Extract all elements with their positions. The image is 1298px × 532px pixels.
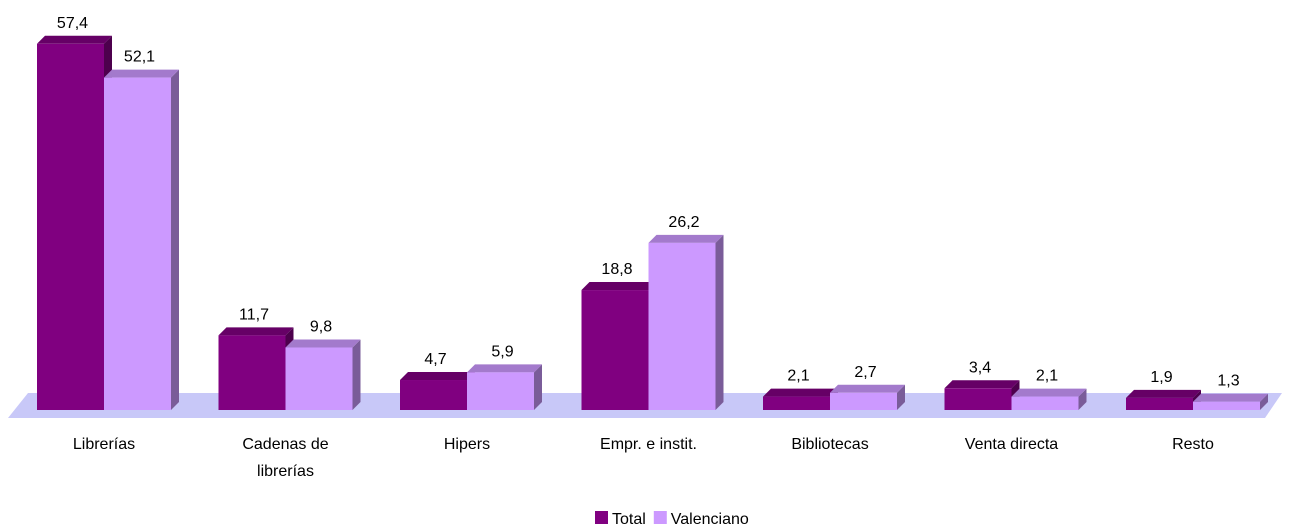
bar-top bbox=[37, 35, 112, 44]
bar bbox=[467, 372, 534, 410]
data-label: 4,7 bbox=[424, 351, 446, 368]
bar bbox=[400, 380, 467, 410]
bar bbox=[285, 347, 353, 410]
data-label: 2,1 bbox=[787, 368, 809, 385]
bar bbox=[648, 242, 716, 410]
data-label: 11,7 bbox=[239, 306, 269, 323]
bar-top bbox=[1126, 389, 1201, 398]
bar-top bbox=[104, 69, 179, 78]
bar bbox=[944, 388, 1012, 410]
bar-top bbox=[1193, 393, 1268, 402]
legend-label: Total bbox=[612, 511, 646, 528]
x-tick-label: Bibliotecas bbox=[791, 436, 869, 453]
bar bbox=[104, 77, 171, 411]
bar bbox=[581, 290, 649, 410]
x-tick-label: Resto bbox=[1172, 436, 1214, 453]
bar-side bbox=[534, 364, 542, 410]
data-label: 52,1 bbox=[124, 49, 155, 66]
bar bbox=[763, 396, 830, 410]
x-tick-label: Venta directa bbox=[964, 436, 1059, 453]
bar-top bbox=[944, 380, 1020, 389]
bar-side bbox=[1078, 388, 1087, 410]
data-label: 5,9 bbox=[491, 343, 513, 360]
bar-side bbox=[1260, 393, 1268, 410]
data-label: 26,2 bbox=[668, 214, 699, 231]
x-tick-label: Cadenas de librerías bbox=[242, 436, 329, 480]
bar-side bbox=[352, 339, 361, 410]
legend-label: Valenciano bbox=[671, 511, 749, 528]
bar bbox=[218, 335, 286, 410]
legend-swatch bbox=[653, 511, 667, 524]
bar bbox=[1011, 396, 1079, 410]
data-label: 2,7 bbox=[854, 364, 876, 381]
bar-top bbox=[581, 282, 657, 291]
bar-top bbox=[285, 339, 361, 348]
bar-top bbox=[648, 234, 724, 243]
data-label: 2,1 bbox=[1036, 368, 1058, 385]
bar bbox=[37, 43, 104, 411]
bar-top bbox=[830, 384, 905, 393]
bar bbox=[830, 392, 897, 410]
data-label: 18,8 bbox=[601, 261, 632, 278]
data-label: 57,4 bbox=[57, 15, 88, 32]
bar-side bbox=[715, 234, 724, 410]
data-label: 3,4 bbox=[969, 359, 991, 376]
data-label: 1,3 bbox=[1217, 373, 1239, 390]
bar-side bbox=[171, 69, 179, 411]
bar bbox=[1126, 397, 1193, 410]
x-tick-label: Librerías bbox=[72, 436, 136, 453]
x-tick-label: Hipers bbox=[443, 436, 491, 453]
bar-top bbox=[400, 372, 475, 381]
legend-swatch bbox=[595, 511, 608, 524]
x-tick-label: Empr. e instit. bbox=[600, 436, 697, 453]
data-label: 9,8 bbox=[310, 318, 332, 335]
bar-top bbox=[763, 388, 838, 397]
bar-side bbox=[897, 384, 905, 410]
bar-top bbox=[467, 364, 542, 373]
bar-top bbox=[218, 327, 294, 336]
bar bbox=[1193, 401, 1260, 410]
data-label: 1,9 bbox=[1150, 369, 1172, 386]
bar-top bbox=[1011, 388, 1087, 397]
